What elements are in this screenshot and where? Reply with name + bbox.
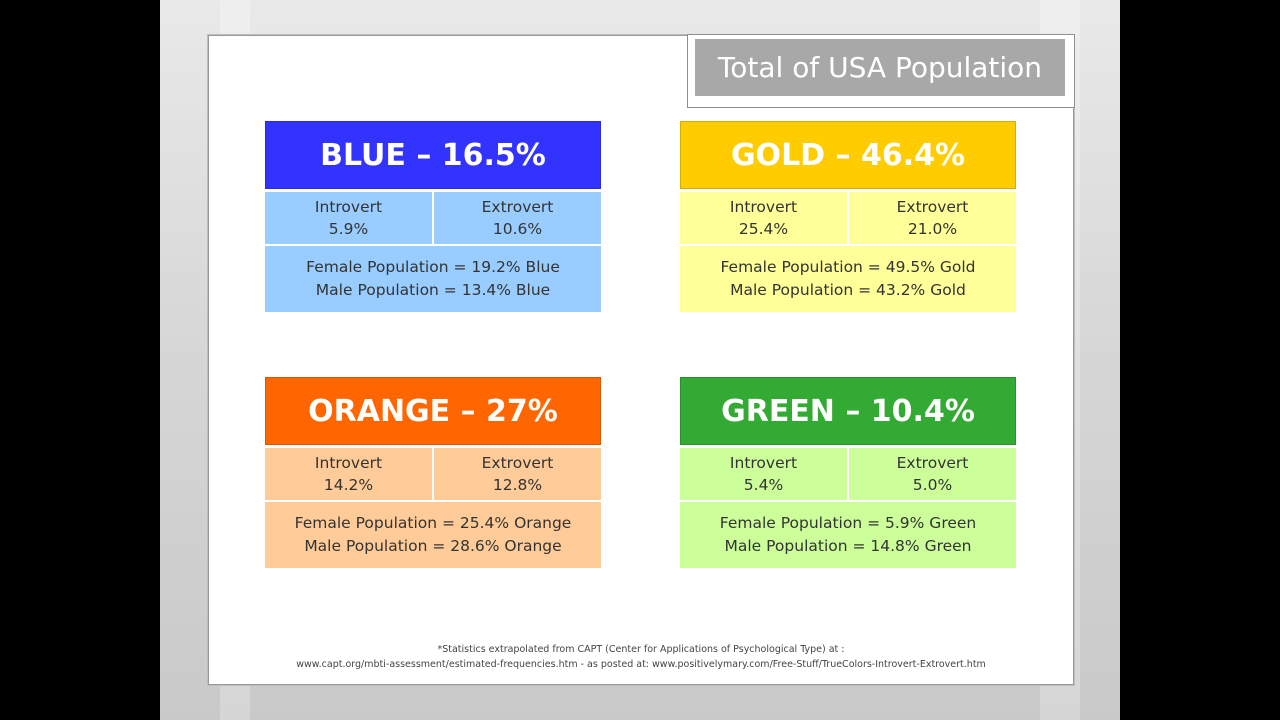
footnote-line-1: *Statistics extrapolated from CAPT (Cent… [437, 644, 845, 655]
male-population: Male Population = 13.4% Blue [315, 281, 551, 299]
blue-type-row: Introvert 5.9% Extrovert 10.6% [265, 192, 601, 244]
orange-heading: ORANGE – 27% [265, 377, 601, 445]
extrovert-label: Extrovert [896, 454, 969, 472]
extrovert-value: 5.0% [912, 476, 953, 494]
introvert-label: Introvert [729, 454, 798, 472]
female-population: Female Population = 25.4% Orange [294, 514, 572, 532]
green-extrovert-cell: Extrovert 5.0% [847, 448, 1016, 500]
introvert-value: 5.9% [328, 220, 369, 238]
green-introvert-cell: Introvert 5.4% [680, 448, 847, 500]
slide-title: Total of USA Population [695, 39, 1065, 96]
green-card: GREEN – 10.4% Introvert 5.4% Extrovert 5… [680, 377, 1016, 568]
extrovert-label: Extrovert [481, 198, 554, 216]
extrovert-label: Extrovert [896, 198, 969, 216]
title-box: Total of USA Population [687, 34, 1075, 108]
male-population: Male Population = 28.6% Orange [304, 537, 562, 555]
green-heading: GREEN – 10.4% [680, 377, 1016, 445]
extrovert-label: Extrovert [481, 454, 554, 472]
introvert-label: Introvert [314, 454, 383, 472]
female-population: Female Population = 49.5% Gold [720, 258, 976, 276]
extrovert-value: 10.6% [492, 220, 543, 238]
blue-introvert-cell: Introvert 5.9% [265, 192, 432, 244]
introvert-label: Introvert [729, 198, 798, 216]
female-population: Female Population = 19.2% Blue [306, 258, 560, 276]
introvert-value: 25.4% [738, 220, 789, 238]
gold-extrovert-cell: Extrovert 21.0% [847, 192, 1016, 244]
gold-population-row: Female Population = 49.5% Gold Male Popu… [680, 246, 1016, 312]
green-population-row: Female Population = 5.9% Green Male Popu… [680, 502, 1016, 568]
slide: Total of USA Population BLUE – 16.5% Int… [160, 0, 1120, 720]
extrovert-value: 21.0% [907, 220, 958, 238]
content-panel: Total of USA Population BLUE – 16.5% Int… [208, 34, 1075, 685]
orange-population-row: Female Population = 25.4% Orange Male Po… [265, 502, 601, 568]
male-population: Male Population = 14.8% Green [724, 537, 972, 555]
orange-introvert-cell: Introvert 14.2% [265, 448, 432, 500]
blue-population-row: Female Population = 19.2% Blue Male Popu… [265, 246, 601, 312]
gold-introvert-cell: Introvert 25.4% [680, 192, 847, 244]
introvert-label: Introvert [314, 198, 383, 216]
blue-heading: BLUE – 16.5% [265, 121, 601, 189]
orange-card: ORANGE – 27% Introvert 14.2% Extrovert 1… [265, 377, 601, 568]
blue-card: BLUE – 16.5% Introvert 5.9% Extrovert 10… [265, 121, 601, 312]
extrovert-value: 12.8% [492, 476, 543, 494]
green-type-row: Introvert 5.4% Extrovert 5.0% [680, 448, 1016, 500]
gold-card: GOLD – 46.4% Introvert 25.4% Extrovert 2… [680, 121, 1016, 312]
orange-extrovert-cell: Extrovert 12.8% [432, 448, 601, 500]
female-population: Female Population = 5.9% Green [719, 514, 977, 532]
gold-heading: GOLD – 46.4% [680, 121, 1016, 189]
introvert-value: 5.4% [743, 476, 784, 494]
gold-type-row: Introvert 25.4% Extrovert 21.0% [680, 192, 1016, 244]
male-population: Male Population = 43.2% Gold [730, 281, 966, 299]
footnote-line-2: www.capt.org/mbti-assessment/estimated-f… [296, 659, 986, 670]
footnote: *Statistics extrapolated from CAPT (Cent… [209, 642, 1073, 672]
orange-type-row: Introvert 14.2% Extrovert 12.8% [265, 448, 601, 500]
introvert-value: 14.2% [323, 476, 374, 494]
blue-extrovert-cell: Extrovert 10.6% [432, 192, 601, 244]
